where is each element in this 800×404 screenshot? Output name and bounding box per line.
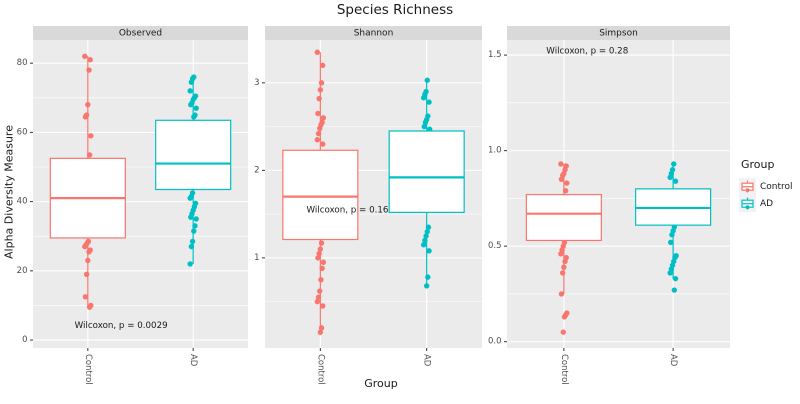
y-tick-label: 0.5	[488, 241, 502, 251]
facet-strip-label-observed: Observed	[119, 29, 162, 39]
facet-strip-observed	[33, 26, 248, 40]
boxplot-observed-ad	[155, 77, 232, 264]
legend-item-control: Control	[739, 178, 793, 195]
y-tick-label: 1.5	[488, 50, 502, 60]
facet-strip-shannon	[265, 26, 482, 40]
x-tick-label-control: Control	[315, 354, 325, 385]
y-tick-label: 1.0	[488, 146, 502, 156]
x-tick-label-control: Control	[83, 354, 93, 385]
y-tick-label: 40	[17, 197, 28, 207]
boxplot-observed-control	[49, 56, 126, 308]
y-axis-shannon: 1 2 3	[254, 78, 265, 263]
annotation-observed: Wilcoxon, p = 0.0029	[75, 321, 168, 331]
y-tick-label: 80	[17, 58, 28, 68]
facet-simpson: Simpson 0.0 0.5 1.0 1.5 Control AD Wilcoxon, p …	[488, 26, 730, 385]
facet-strip-label-shannon: Shannon	[354, 29, 394, 39]
legend-key-boxplot-icon	[739, 178, 756, 195]
x-tick-label-ad: AD	[188, 354, 198, 367]
y-tick-label: 2	[254, 165, 259, 175]
boxplot-shannon-control	[282, 52, 359, 333]
facet-strip-label-simpson: Simpson	[599, 29, 638, 39]
legend-item-label: Control	[760, 181, 793, 192]
boxplot-simpson-ad	[635, 164, 712, 279]
x-tick-label-control: Control	[559, 354, 569, 385]
x-axis-shannon: Control AD	[315, 348, 432, 385]
y-tick-label: 1	[254, 253, 259, 263]
y-tick-label: 0	[22, 335, 27, 345]
x-axis-observed: Control AD	[83, 348, 198, 385]
y-tick-label: 0.0	[488, 337, 502, 347]
y-axis-simpson: 0.0 0.5 1.0 1.5	[488, 50, 507, 347]
x-tick-label-ad: AD	[422, 354, 432, 367]
boxplot-shannon-ad	[388, 80, 465, 286]
legend-item-label: AD	[760, 198, 774, 209]
facet-strip-simpson	[507, 26, 730, 40]
legend-item-ad: AD	[739, 195, 793, 212]
facet-shannon: Shannon 1 2 3 Control AD Wilcoxon, p = 0.16	[254, 26, 482, 385]
legend-items: Control AD	[739, 178, 793, 212]
legend: Group Control AD	[739, 158, 793, 212]
annotation-shannon: Wilcoxon, p = 0.16	[306, 206, 388, 216]
y-axis-title: Alpha Diversity Measure	[2, 125, 16, 259]
jitter-points-shannon-control	[314, 49, 327, 335]
y-tick-label: 3	[254, 78, 259, 88]
legend-title: Group	[741, 158, 775, 171]
facet-observed: Observed 0 20 40 60 80 Control AD Wilcoxon, p = …	[17, 26, 248, 385]
x-tick-label-ad: AD	[668, 354, 678, 367]
x-axis-simpson: Control AD	[559, 348, 678, 385]
plot-title: Species Richness	[336, 2, 454, 18]
x-axis-title: Group	[364, 377, 398, 390]
boxplot-simpson-control	[525, 164, 602, 294]
annotation-simpson: Wilcoxon, p = 0.28	[546, 46, 628, 56]
y-axis-observed: 0 20 40 60 80	[17, 58, 33, 345]
legend-key-boxplot-icon	[739, 195, 756, 212]
y-tick-label: 20	[17, 266, 28, 276]
y-tick-label: 60	[17, 127, 28, 137]
